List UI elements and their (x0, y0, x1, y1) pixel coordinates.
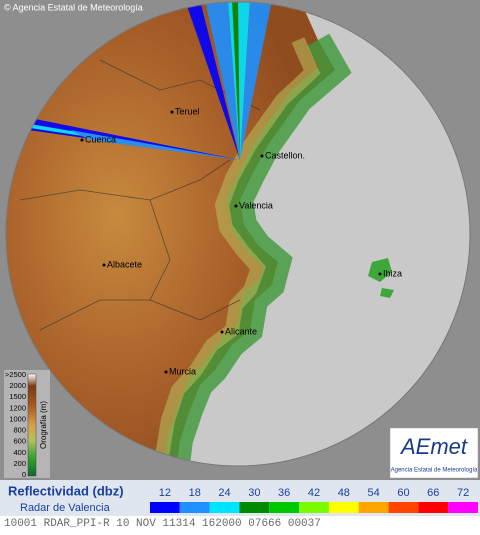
level-label: 54 (368, 487, 380, 499)
orography-label: 0 (22, 470, 26, 479)
logo-box (389, 427, 479, 479)
orography-label: 800 (13, 426, 26, 435)
level-label: 18 (189, 487, 201, 499)
city-label: Castellon. (265, 150, 305, 160)
level-swatch (358, 502, 389, 513)
level-swatch (179, 502, 210, 513)
level-swatch (299, 502, 329, 513)
level-label: 48 (338, 487, 350, 499)
level-label: 60 (397, 487, 409, 499)
radar-disc (6, 2, 470, 466)
lowland (151, 37, 321, 466)
city-marker (164, 370, 168, 374)
level-swatch (150, 502, 180, 513)
level-label: 36 (278, 487, 290, 499)
orography-label: 400 (13, 448, 26, 457)
orography-label: 1200 (9, 403, 26, 412)
level-label: 24 (218, 487, 230, 499)
legend-title: Reflectividad (dbz) (8, 483, 124, 498)
orography-legend: Orografía (m) >2500200015001200100080060… (4, 370, 50, 479)
copyright: © Agencia Estatal de Meteorología (4, 2, 143, 12)
orography-label: >2500 (5, 370, 26, 379)
status-line: 10001 RDAR_PPI-R 10 NOV 11314 162000 076… (4, 518, 321, 530)
level-label: 72 (457, 487, 469, 499)
city-label: Teruel (175, 106, 200, 116)
city-marker (234, 204, 238, 208)
city-label: Cuenca (85, 134, 116, 144)
status-bar (0, 516, 480, 530)
level-swatch (418, 502, 449, 513)
level-swatch (209, 502, 240, 513)
city-marker (220, 330, 224, 334)
city-label: Valencia (239, 200, 273, 210)
orography-label: 2000 (9, 381, 26, 390)
city-marker (378, 272, 382, 276)
orography-label: 200 (13, 459, 26, 468)
level-label: 42 (308, 487, 320, 499)
logo: AEmet Agencia Estatal de Meteorología (389, 427, 479, 479)
legend-subtitle: Radar de Valencia (20, 502, 111, 514)
city-label: Albacete (107, 259, 142, 269)
orography-label: 600 (13, 437, 26, 446)
reflectivity-scale: 12 18 24 30 36 42 48 54 60 66 72 (150, 487, 478, 513)
level-swatch (239, 502, 270, 513)
level-swatch (448, 502, 478, 513)
level-label: 66 (427, 487, 439, 499)
level-swatch (328, 502, 359, 513)
city-label: Murcia (169, 366, 196, 376)
level-swatch (388, 502, 419, 513)
city-labels: Teruel Cuenca Castellon. Valencia Albacete Ib… (80, 106, 402, 376)
city-marker (102, 263, 106, 267)
orography-bar (27, 373, 37, 477)
land (6, 2, 335, 466)
city-marker (260, 154, 264, 158)
orography-panel (4, 370, 50, 478)
formentera (380, 288, 394, 298)
radar-echoes (28, 2, 272, 160)
orography-label: 1500 (9, 392, 26, 401)
level-label: 30 (248, 487, 260, 499)
city-label: Alicante (225, 326, 257, 336)
orography-label: 1000 (9, 414, 26, 423)
radar-range (5, 1, 471, 467)
city-marker (80, 138, 84, 142)
logo-name: AEmet (399, 434, 468, 459)
orography-title: Orografía (m) (39, 401, 48, 449)
level-label: 12 (159, 487, 171, 499)
ibiza (368, 258, 392, 282)
logo-subtitle: Agencia Estatal de Meteorología (391, 468, 478, 474)
level-swatch (269, 502, 300, 513)
city-marker (170, 110, 174, 114)
city-label: Ibiza (383, 268, 402, 278)
coastal-plain (162, 33, 352, 466)
